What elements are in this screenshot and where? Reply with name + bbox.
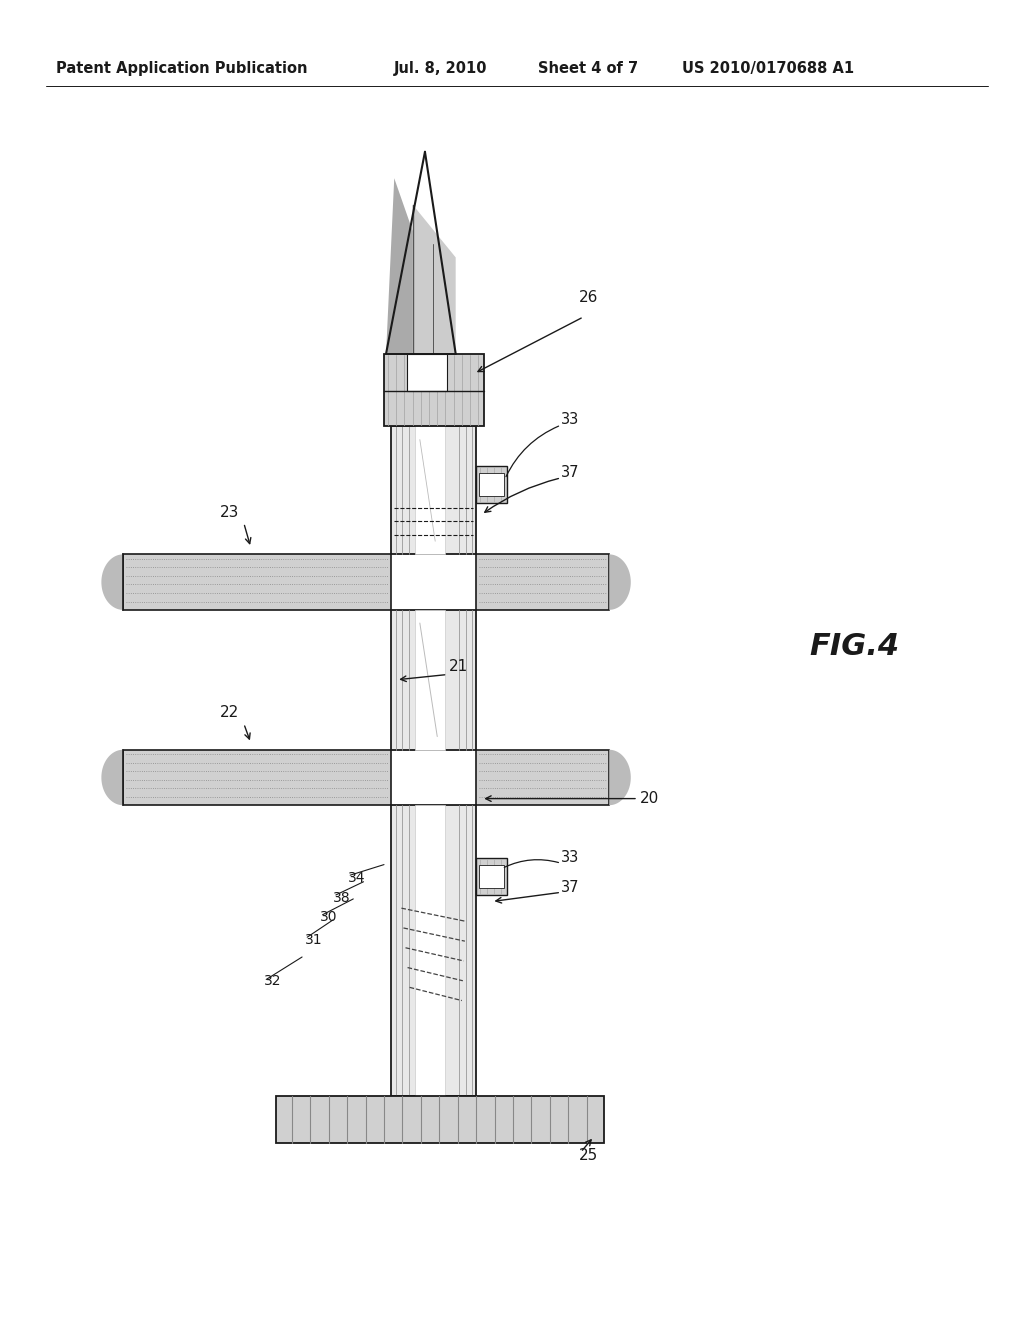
Bar [479, 473, 504, 496]
Bar [276, 1096, 604, 1143]
Bar [123, 554, 391, 610]
Text: 23: 23 [220, 504, 240, 520]
Polygon shape [386, 178, 413, 354]
Polygon shape [101, 554, 123, 610]
Bar [415, 805, 445, 1096]
Text: US 2010/0170688 A1: US 2010/0170688 A1 [682, 61, 854, 77]
Bar [391, 610, 476, 750]
Polygon shape [609, 750, 631, 805]
Bar [391, 805, 476, 1096]
Text: 20: 20 [640, 791, 659, 807]
Text: 30: 30 [319, 911, 337, 924]
Bar [407, 354, 447, 391]
Polygon shape [609, 554, 631, 610]
Text: 34: 34 [348, 871, 366, 884]
Bar [479, 865, 504, 888]
Text: 37: 37 [561, 465, 580, 480]
Bar [476, 466, 507, 503]
Bar [415, 426, 445, 554]
Text: 26: 26 [579, 289, 598, 305]
Polygon shape [413, 205, 456, 354]
Text: 38: 38 [333, 891, 350, 904]
Bar [415, 610, 445, 750]
Bar [384, 354, 484, 426]
Text: Sheet 4 of 7: Sheet 4 of 7 [538, 61, 638, 77]
Text: Jul. 8, 2010: Jul. 8, 2010 [394, 61, 487, 77]
Text: 31: 31 [305, 933, 323, 946]
Text: 33: 33 [561, 412, 580, 428]
Polygon shape [101, 750, 123, 805]
Text: Patent Application Publication: Patent Application Publication [56, 61, 308, 77]
Bar [476, 554, 609, 610]
Text: 22: 22 [220, 705, 240, 721]
Bar [476, 750, 609, 805]
Text: 21: 21 [449, 659, 468, 675]
Text: FIG.4: FIG.4 [809, 632, 899, 661]
Text: 33: 33 [561, 850, 580, 866]
Bar [476, 858, 507, 895]
Bar [123, 750, 391, 805]
Text: 25: 25 [579, 1147, 598, 1163]
Text: 37: 37 [561, 879, 580, 895]
Text: 32: 32 [264, 974, 282, 987]
Bar [391, 426, 476, 554]
